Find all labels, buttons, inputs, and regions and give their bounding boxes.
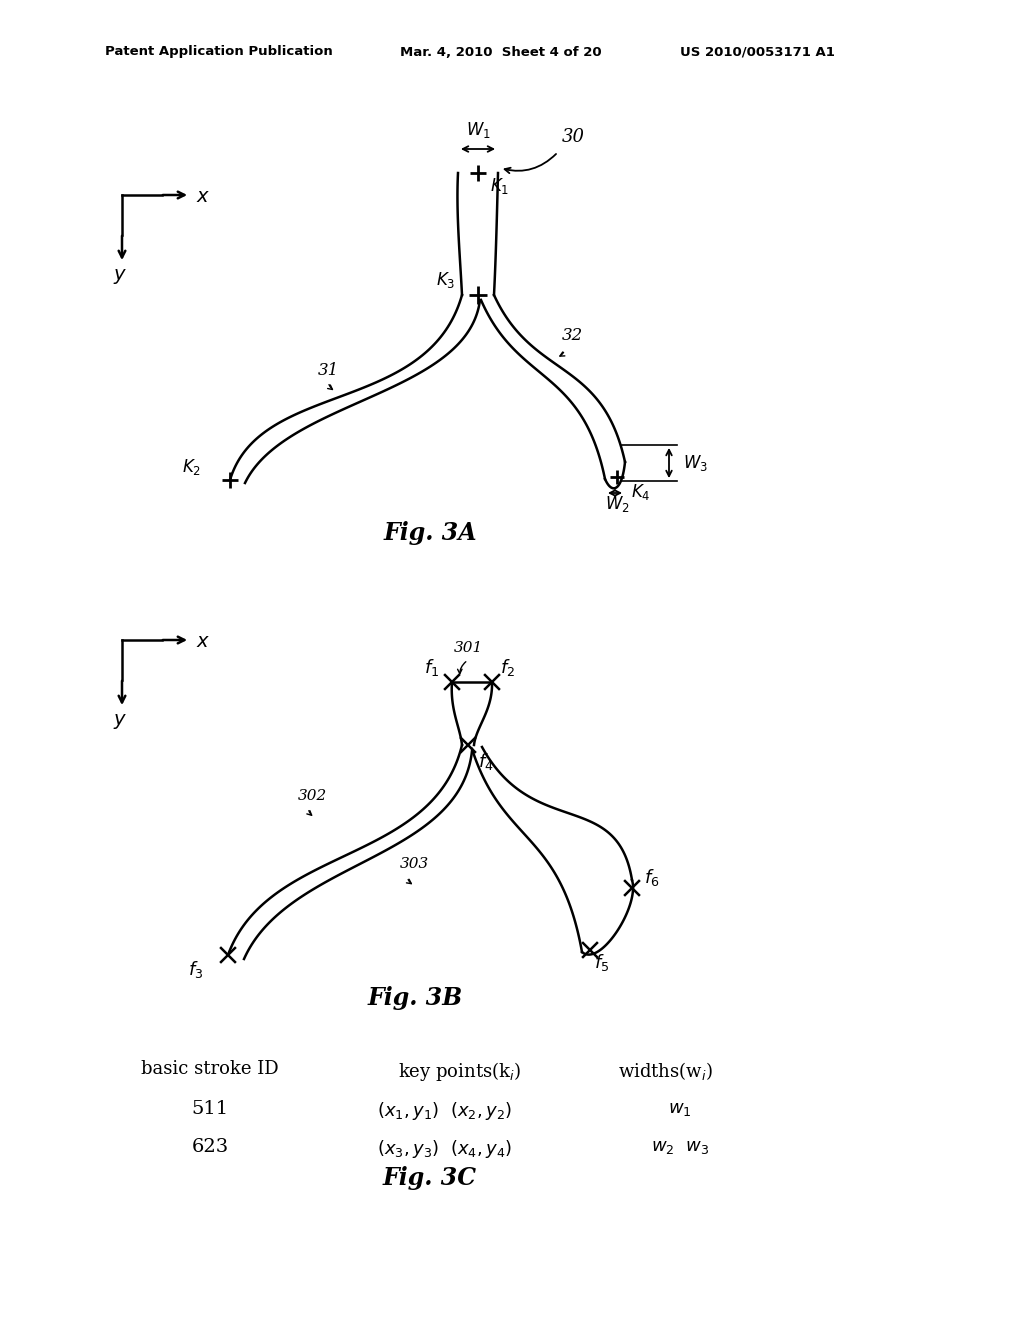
Text: $y$: $y$ xyxy=(113,267,127,286)
Text: $K_3$: $K_3$ xyxy=(436,271,456,290)
Text: 303: 303 xyxy=(400,857,429,871)
Text: $K_2$: $K_2$ xyxy=(182,457,201,477)
Text: 511: 511 xyxy=(191,1100,228,1118)
Text: US 2010/0053171 A1: US 2010/0053171 A1 xyxy=(680,45,835,58)
Text: $W_2$: $W_2$ xyxy=(604,494,630,513)
Text: basic stroke ID: basic stroke ID xyxy=(141,1060,279,1078)
Text: $(x_3,y_3)$  $(x_4,y_4)$: $(x_3,y_3)$ $(x_4,y_4)$ xyxy=(378,1138,513,1160)
Text: Mar. 4, 2010  Sheet 4 of 20: Mar. 4, 2010 Sheet 4 of 20 xyxy=(400,45,602,58)
Text: $K_1$: $K_1$ xyxy=(490,176,509,195)
Text: $f_4$: $f_4$ xyxy=(478,751,494,772)
Text: $x$: $x$ xyxy=(196,187,210,206)
Text: $f_5$: $f_5$ xyxy=(594,952,609,973)
Text: $x$: $x$ xyxy=(196,634,210,651)
Text: Fig. 3C: Fig. 3C xyxy=(383,1166,477,1191)
Text: $f_2$: $f_2$ xyxy=(500,657,515,678)
Text: $W_1$: $W_1$ xyxy=(466,120,490,140)
Text: 30: 30 xyxy=(562,128,585,147)
Text: $W_3$: $W_3$ xyxy=(683,453,708,473)
Text: 31: 31 xyxy=(318,362,339,379)
Text: 32: 32 xyxy=(562,327,584,345)
Text: $f_6$: $f_6$ xyxy=(644,867,659,888)
Text: widths(w$_i$): widths(w$_i$) xyxy=(617,1060,713,1082)
Text: Patent Application Publication: Patent Application Publication xyxy=(105,45,333,58)
Text: $y$: $y$ xyxy=(113,711,127,731)
Text: $f_1$: $f_1$ xyxy=(424,657,439,678)
Text: 301: 301 xyxy=(454,642,482,655)
Text: $(x_1,y_1)$  $(x_2,y_2)$: $(x_1,y_1)$ $(x_2,y_2)$ xyxy=(378,1100,513,1122)
Text: Fig. 3A: Fig. 3A xyxy=(383,521,477,545)
Text: $w_1$: $w_1$ xyxy=(669,1100,692,1118)
Text: $f_3$: $f_3$ xyxy=(188,960,204,979)
Text: 302: 302 xyxy=(298,789,328,803)
Text: Fig. 3B: Fig. 3B xyxy=(368,986,463,1010)
Text: key points(k$_i$): key points(k$_i$) xyxy=(398,1060,521,1082)
Text: 623: 623 xyxy=(191,1138,228,1156)
Text: $K_4$: $K_4$ xyxy=(631,482,650,502)
Text: $w_2$  $w_3$: $w_2$ $w_3$ xyxy=(651,1138,710,1156)
